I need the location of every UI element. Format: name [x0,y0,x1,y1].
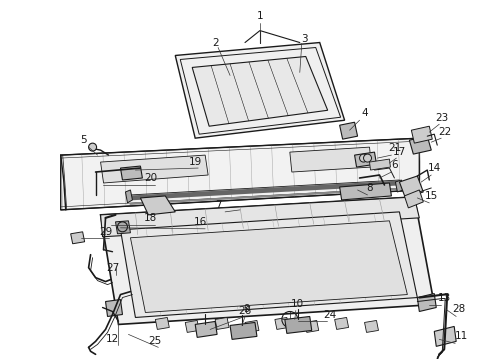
Text: 21: 21 [388,143,401,153]
Text: 14: 14 [428,163,441,173]
Polygon shape [399,176,423,198]
Text: 27: 27 [106,263,119,273]
Text: 7: 7 [215,200,221,210]
Text: 11: 11 [455,332,468,341]
Polygon shape [192,57,328,126]
Polygon shape [61,138,419,210]
Text: 19: 19 [189,157,202,167]
Polygon shape [417,293,436,311]
Polygon shape [404,190,423,208]
Polygon shape [395,180,403,192]
Polygon shape [195,321,217,337]
Polygon shape [412,126,432,143]
Polygon shape [141,196,175,215]
Text: 26: 26 [238,306,252,316]
Text: 13: 13 [438,293,451,302]
Polygon shape [355,152,376,167]
Text: 6: 6 [391,160,398,170]
Text: 15: 15 [425,191,438,201]
Text: 18: 18 [144,213,157,223]
Polygon shape [175,42,344,138]
Polygon shape [409,136,431,154]
Polygon shape [100,155,208,183]
Text: 24: 24 [323,310,336,320]
Polygon shape [121,212,417,318]
Polygon shape [230,323,257,339]
Polygon shape [285,316,312,333]
Polygon shape [365,320,378,332]
Text: 22: 22 [439,127,452,137]
Text: 5: 5 [80,135,87,145]
Text: 28: 28 [453,305,466,315]
Text: 2: 2 [212,37,219,48]
Polygon shape [100,197,434,324]
Polygon shape [335,318,348,329]
Polygon shape [275,318,289,329]
Polygon shape [71,232,85,244]
Text: 10: 10 [291,298,304,309]
Polygon shape [100,197,419,237]
Circle shape [364,154,371,162]
Polygon shape [125,190,132,203]
Polygon shape [340,122,358,139]
Text: 17: 17 [393,147,406,157]
Text: 8: 8 [366,183,373,193]
Polygon shape [215,318,229,329]
Text: 3: 3 [301,33,308,44]
Polygon shape [130,221,407,312]
Polygon shape [290,147,371,172]
Polygon shape [185,320,199,332]
Text: 16: 16 [194,217,207,227]
Text: 20: 20 [144,173,157,183]
Polygon shape [369,159,391,170]
Polygon shape [245,320,259,332]
Polygon shape [434,327,456,346]
Text: 12: 12 [106,334,119,345]
Text: 29: 29 [99,227,112,237]
Text: 1: 1 [257,11,263,21]
Circle shape [89,143,97,151]
Polygon shape [155,318,169,329]
Circle shape [360,154,368,162]
Polygon shape [340,183,392,200]
Text: 25: 25 [149,336,162,346]
Polygon shape [116,221,130,234]
Polygon shape [121,166,143,180]
Polygon shape [305,320,318,332]
Text: 9: 9 [244,305,250,315]
Text: 23: 23 [436,113,449,123]
Polygon shape [105,300,122,316]
Text: 4: 4 [361,108,368,118]
